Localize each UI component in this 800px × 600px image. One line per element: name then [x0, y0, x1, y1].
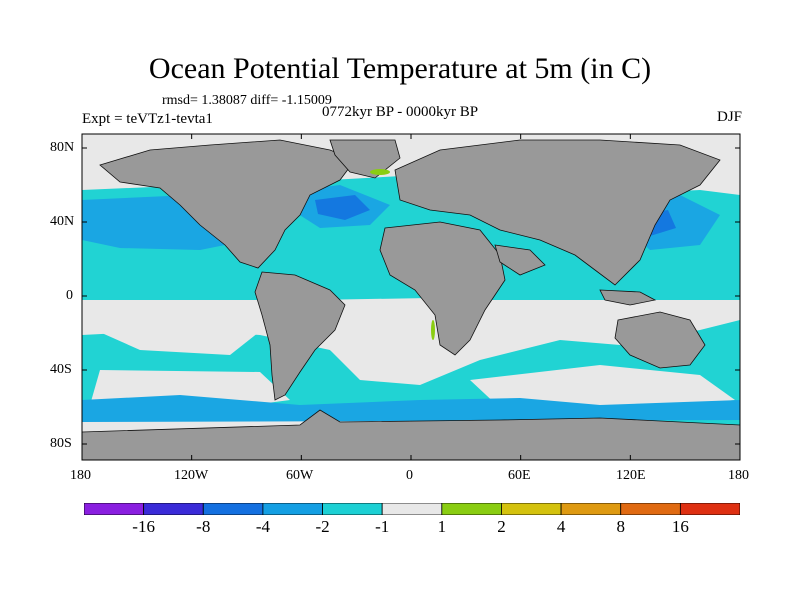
- anomaly-neutral-pacific: [95, 300, 268, 355]
- colorbar: [84, 503, 740, 515]
- colorbar-swatch: [679, 503, 740, 515]
- greenland: [329, 139, 401, 179]
- north-america: [99, 139, 356, 269]
- colorbar-swatch: [84, 503, 145, 515]
- colorbar-swatch: [322, 503, 383, 515]
- colorbar-swatch: [441, 503, 502, 515]
- colorbar-label: -1: [375, 517, 390, 536]
- lat-tick-label: 80N: [50, 140, 75, 155]
- lat-tick-label: 0: [66, 288, 73, 303]
- colorbar-swatch: [202, 503, 264, 515]
- colorbar-label: 16: [671, 517, 689, 536]
- lon-tick-label: 0: [406, 468, 413, 483]
- lon-tick-label: 120E: [616, 468, 646, 483]
- positive-anomaly-speck: [431, 320, 435, 340]
- experiment-label: Expt = teVTz1-tevta1: [82, 111, 213, 127]
- antarctica: [82, 409, 740, 460]
- colorbar-label: -8: [196, 517, 211, 536]
- colorbar-label: 1: [437, 517, 447, 536]
- lon-tick-label: 120W: [174, 468, 209, 483]
- stats-label: rmsd= 1.38087 diff= -1.15009: [162, 93, 332, 108]
- lon-tick-label: 60E: [508, 468, 531, 483]
- positive-anomaly-speck: [370, 169, 390, 175]
- colorbar-swatch: [262, 503, 323, 515]
- colorbar-label: -4: [255, 517, 270, 536]
- australia: [614, 311, 706, 369]
- colorbar-swatch: [501, 503, 562, 515]
- season-label: DJF: [716, 109, 742, 125]
- colorbar-label: 8: [616, 517, 625, 536]
- lat-tick-label: 40N: [50, 214, 75, 229]
- colorbar-label: 2: [497, 517, 506, 536]
- colorbar-swatch: [381, 503, 443, 515]
- colorbar-swatch: [620, 503, 681, 515]
- indonesia: [599, 289, 657, 306]
- colorbar-swatch: [143, 503, 204, 515]
- colorbar-label: -2: [315, 517, 330, 536]
- colorbar-label: 4: [556, 517, 566, 536]
- axis-ticks: [81, 134, 741, 460]
- eurasia: [394, 139, 721, 286]
- lon-tick-label: 60W: [286, 468, 314, 483]
- map-field: [82, 134, 740, 460]
- lon-tick-label: 180: [728, 468, 749, 483]
- land-mass: [82, 139, 740, 460]
- colorbar-label: -16: [132, 517, 155, 536]
- anomaly-blue-antarctic: [82, 395, 740, 422]
- africa: [379, 221, 506, 356]
- arabia: [494, 244, 546, 276]
- lat-tick-label: 80S: [50, 436, 72, 451]
- period-label: 0772kyr BP - 0000kyr BP: [322, 104, 479, 120]
- map-title: Ocean Potential Temperature at 5m (in C): [148, 52, 652, 85]
- lat-tick-label: 40S: [50, 362, 72, 377]
- colorbar-swatch: [560, 503, 622, 515]
- anomaly-midblue-northatlantic: [315, 195, 370, 220]
- south-america: [254, 271, 346, 401]
- lon-tick-label: 180: [70, 468, 91, 483]
